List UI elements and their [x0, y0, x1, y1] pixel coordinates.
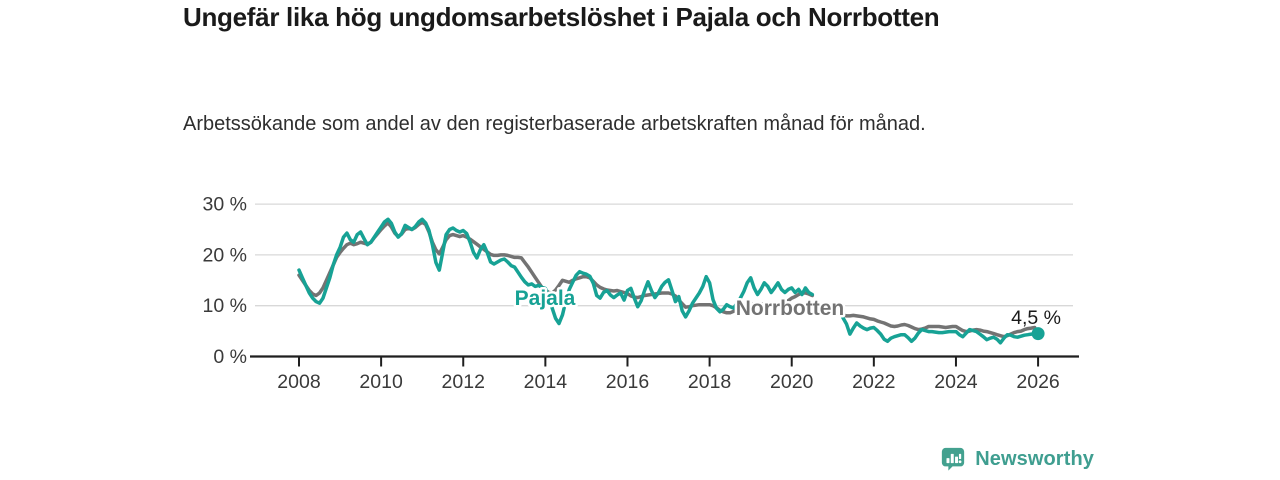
x-tick-label: 2026: [1016, 371, 1059, 393]
norrbotten-series-label: Norrbotten: [736, 297, 845, 320]
chart-subtitle: Arbetssökande som andel av den registerb…: [183, 113, 926, 135]
pajala-line: [297, 217, 1040, 345]
pajala-series-label: Pajala: [515, 287, 576, 310]
bar-chart-badge-icon: [942, 447, 965, 471]
newsworthy-logo: Newsworthy: [940, 446, 1094, 472]
y-tick-label: 20 %: [203, 244, 247, 266]
end-value-label: 4,5 %: [1011, 307, 1061, 329]
x-tick-label: 2020: [770, 371, 814, 393]
y-tick-label: 0 %: [213, 346, 247, 368]
chart-title: Ungefär lika hög ungdomsarbetslöshet i P…: [183, 2, 940, 32]
x-tick-label: 2014: [524, 371, 568, 393]
x-tick-label: 2022: [852, 371, 895, 393]
norrbotten-line: [297, 220, 1037, 339]
x-tick-label: 2018: [688, 371, 731, 393]
end-point-marker: [1031, 327, 1045, 341]
x-tick-label: 2016: [606, 371, 649, 393]
x-tick-label: 2010: [359, 371, 403, 393]
x-tick-label: 2008: [277, 371, 320, 393]
y-tick-label: 10 %: [203, 295, 247, 317]
x-tick-label: 2012: [442, 371, 485, 393]
y-tick-label: 30 %: [203, 194, 247, 216]
x-tick-label: 2024: [934, 371, 978, 393]
brand-name: Newsworthy: [975, 447, 1094, 470]
